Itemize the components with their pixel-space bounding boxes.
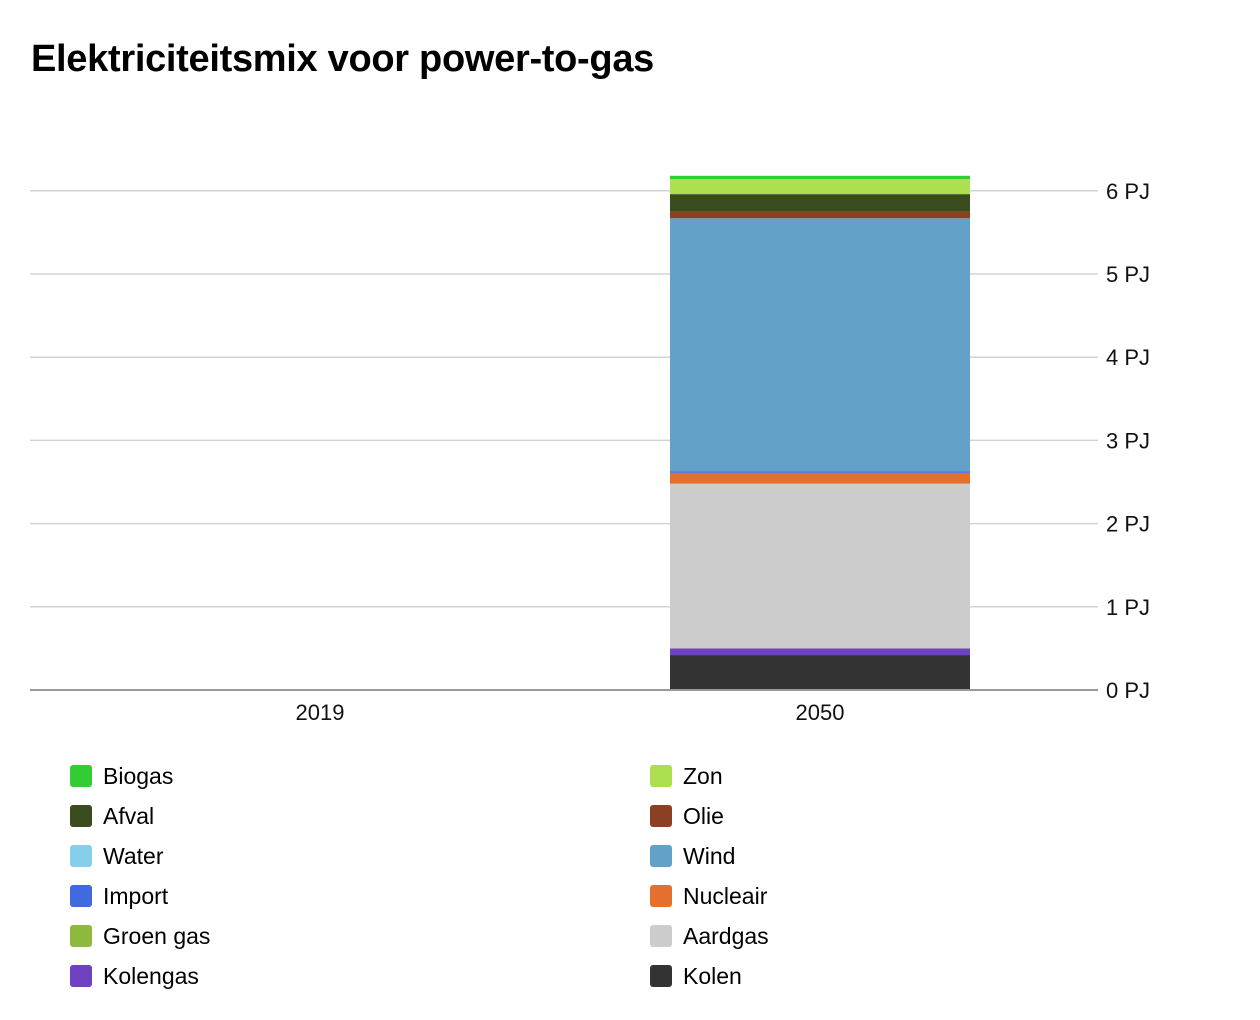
y-tick-label: 6 PJ bbox=[1106, 179, 1150, 204]
y-tick-label: 3 PJ bbox=[1106, 428, 1150, 453]
x-tick-label: 2050 bbox=[796, 700, 845, 725]
legend-label: Afval bbox=[103, 802, 155, 829]
y-tick-label: 2 PJ bbox=[1106, 512, 1150, 537]
chart-plot: 0 PJ 1 PJ 2 PJ 3 PJ 4 PJ 5 PJ 6 PJ 2019 2050 bbox=[30, 175, 1150, 725]
legend-swatch bbox=[70, 925, 92, 947]
legend-swatch bbox=[650, 805, 672, 827]
legend-item: Water bbox=[70, 836, 650, 876]
legend-label: Water bbox=[103, 842, 164, 869]
legend-item: Afval bbox=[70, 796, 650, 836]
legend-label: Olie bbox=[683, 802, 724, 829]
bar-segment-zon bbox=[670, 179, 970, 195]
y-tick-label: 5 PJ bbox=[1106, 262, 1150, 287]
legend-label: Wind bbox=[683, 842, 736, 869]
legend-item: Biogas bbox=[70, 756, 650, 796]
bar-segment-nucleair bbox=[670, 472, 970, 484]
legend-swatch bbox=[70, 885, 92, 907]
legend-item: Import bbox=[70, 876, 650, 916]
chart-title: Elektriciteitsmix voor power-to-gas bbox=[31, 38, 654, 80]
bar-segment-kolen bbox=[670, 655, 970, 690]
legend-item: Nucleair bbox=[650, 876, 830, 916]
y-tick-label: 0 PJ bbox=[1106, 678, 1150, 703]
bar-segment-olie bbox=[670, 211, 970, 219]
legend-label: Import bbox=[103, 882, 169, 909]
legend-item: Zon bbox=[650, 756, 830, 796]
bar-segment-wind bbox=[670, 218, 970, 472]
legend-label: Groen gas bbox=[103, 922, 211, 949]
bar-segment-import bbox=[670, 471, 970, 473]
legend-item: Aardgas bbox=[650, 916, 830, 956]
legend-swatch bbox=[650, 925, 672, 947]
legend-swatch bbox=[650, 765, 672, 787]
legend-label: Aardgas bbox=[683, 922, 769, 949]
chart-legend: Biogas Zon Afval Olie Water Wind Import Nucleai… bbox=[70, 756, 830, 996]
legend-item: Wind bbox=[650, 836, 830, 876]
legend-label: Kolengas bbox=[103, 962, 199, 989]
legend-item: Kolengas bbox=[70, 956, 650, 996]
bar-segment-biogas bbox=[670, 175, 970, 180]
legend-swatch bbox=[650, 845, 672, 867]
legend-swatch bbox=[70, 805, 92, 827]
legend-item: Kolen bbox=[650, 956, 830, 996]
legend-item: Groen gas bbox=[70, 916, 650, 956]
legend-swatch bbox=[70, 765, 92, 787]
bar-segment-aardgas bbox=[670, 483, 970, 649]
legend-swatch bbox=[650, 885, 672, 907]
legend-swatch bbox=[650, 965, 672, 987]
legend-label: Kolen bbox=[683, 962, 742, 989]
y-tick-label: 1 PJ bbox=[1106, 595, 1150, 620]
bar-segment-kolengas bbox=[670, 648, 970, 656]
legend-label: Biogas bbox=[103, 762, 174, 789]
legend-item: Olie bbox=[650, 796, 830, 836]
bar-segment-afval bbox=[670, 194, 970, 212]
legend-label: Nucleair bbox=[683, 882, 768, 909]
y-tick-label: 4 PJ bbox=[1106, 345, 1150, 370]
legend-label: Zon bbox=[683, 762, 723, 789]
x-tick-label: 2019 bbox=[296, 700, 345, 725]
legend-swatch bbox=[70, 965, 92, 987]
legend-swatch bbox=[70, 845, 92, 867]
